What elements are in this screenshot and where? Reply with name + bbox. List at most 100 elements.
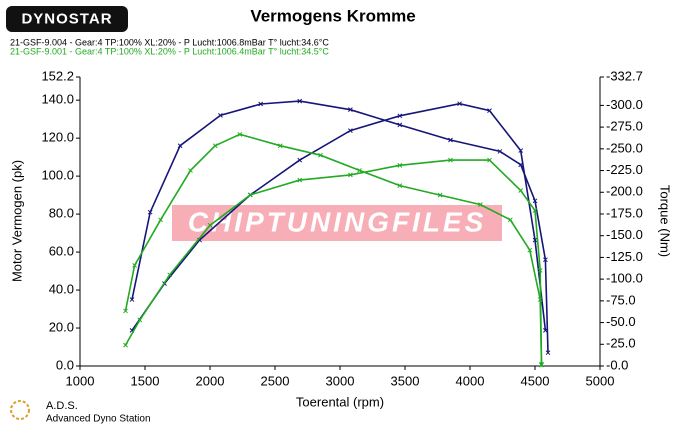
point-marker bbox=[158, 217, 163, 223]
x-tick-label: 3500 bbox=[391, 373, 420, 388]
point-marker bbox=[258, 101, 264, 107]
point-marker bbox=[212, 143, 218, 149]
y2-tick-label: -300.0 bbox=[606, 97, 643, 112]
point-marker bbox=[532, 198, 538, 204]
series-line bbox=[124, 133, 543, 365]
point-marker bbox=[437, 192, 443, 198]
point-marker bbox=[318, 152, 323, 158]
series-line bbox=[131, 100, 549, 353]
point-marker bbox=[497, 149, 503, 154]
point-marker bbox=[397, 113, 403, 119]
watermark: CHIPTUNINGFILES bbox=[172, 205, 502, 241]
point-marker bbox=[543, 257, 548, 263]
y2-tick-label: -225.0 bbox=[606, 162, 643, 177]
y2-tick-label: -332.7 bbox=[606, 68, 643, 83]
point-marker bbox=[137, 317, 143, 323]
point-marker bbox=[348, 107, 353, 113]
y-tick-label: 140.0 bbox=[41, 92, 74, 107]
point-marker bbox=[478, 202, 483, 207]
point-marker bbox=[123, 342, 128, 348]
point-marker bbox=[218, 113, 223, 118]
y-tick-label: 40.0 bbox=[49, 281, 74, 296]
point-marker bbox=[247, 192, 253, 198]
x-tick-label: 2500 bbox=[261, 373, 290, 388]
point-marker bbox=[167, 272, 173, 278]
y2-tick-label: -100.0 bbox=[606, 271, 643, 286]
y-tick-label: 20.0 bbox=[49, 319, 74, 334]
footer-icon bbox=[10, 400, 30, 420]
y-tick-label: 100.0 bbox=[41, 168, 74, 183]
legend-entry: 21-GSF-9.001 - Gear:4 TP:100% XL:20% - P… bbox=[10, 46, 329, 56]
logo-box bbox=[6, 6, 128, 32]
y-axis-label: Motor Vermogen (pk) bbox=[9, 160, 24, 282]
x-tick-label: 1500 bbox=[131, 373, 160, 388]
series-line bbox=[131, 102, 547, 331]
point-marker bbox=[277, 143, 283, 149]
point-marker bbox=[207, 222, 213, 228]
point-marker bbox=[518, 188, 524, 193]
point-marker bbox=[188, 168, 193, 173]
x-tick-label: 5000 bbox=[586, 373, 615, 388]
point-marker bbox=[348, 172, 353, 178]
point-marker bbox=[123, 308, 128, 314]
x-tick-label: 2000 bbox=[196, 373, 225, 388]
x-axis-label: Toerental (rpm) bbox=[296, 394, 384, 409]
point-marker bbox=[129, 297, 135, 302]
y2-tick-label: -25.0 bbox=[606, 336, 636, 351]
point-marker bbox=[532, 208, 538, 213]
chart-title: Vermogens Kromme bbox=[250, 6, 415, 25]
point-marker bbox=[545, 350, 551, 356]
y2-tick-label: -275.0 bbox=[606, 119, 643, 134]
y2-tick-label: -75.0 bbox=[606, 292, 636, 307]
y2-tick-label: -150.0 bbox=[606, 227, 643, 242]
y-tick-label: 120.0 bbox=[41, 130, 74, 145]
y-tick-label: 80.0 bbox=[49, 206, 74, 221]
point-marker bbox=[539, 362, 544, 368]
y-tick-label: 60.0 bbox=[49, 244, 74, 259]
y2-tick-label: -50.0 bbox=[606, 314, 636, 329]
point-marker bbox=[132, 263, 137, 268]
point-marker bbox=[297, 177, 303, 183]
y2-tick-label: -125.0 bbox=[606, 249, 643, 264]
point-marker bbox=[297, 98, 303, 104]
watermark-text: CHIPTUNINGFILES bbox=[188, 206, 487, 237]
y2-tick-label: -175.0 bbox=[606, 205, 643, 220]
point-marker bbox=[457, 101, 462, 107]
point-marker bbox=[397, 162, 403, 168]
point-marker bbox=[448, 137, 453, 143]
y-tick-label: 0.0 bbox=[56, 357, 74, 372]
point-marker bbox=[487, 157, 492, 163]
footer-brand: A.D.S. bbox=[46, 400, 78, 412]
point-marker bbox=[507, 217, 513, 223]
series-line bbox=[124, 159, 543, 366]
point-marker bbox=[147, 209, 153, 215]
point-marker bbox=[518, 148, 524, 153]
x-tick-label: 4000 bbox=[456, 373, 485, 388]
legend-entry: 21-GSF-9.004 - Gear:4 TP:100% XL:20% - P… bbox=[10, 37, 329, 47]
y2-tick-label: -200.0 bbox=[606, 184, 643, 199]
x-tick-label: 3000 bbox=[326, 373, 355, 388]
point-marker bbox=[527, 247, 533, 253]
point-marker bbox=[348, 128, 353, 133]
point-marker bbox=[237, 131, 243, 137]
y-tick-label: 152.2 bbox=[41, 68, 74, 83]
y2-axis-label: Torque (Nm) bbox=[658, 185, 673, 257]
point-marker bbox=[397, 122, 403, 128]
y2-tick-label: -0.0 bbox=[606, 357, 628, 372]
logo: DYNOSTAR bbox=[21, 10, 112, 27]
x-tick-label: 4500 bbox=[521, 373, 550, 388]
point-marker bbox=[532, 237, 538, 243]
point-marker bbox=[297, 157, 303, 163]
point-marker bbox=[448, 157, 453, 163]
point-marker bbox=[177, 143, 183, 149]
point-marker bbox=[537, 268, 543, 273]
footer-subtitle: Advanced Dyno Station bbox=[46, 414, 151, 425]
y2-tick-label: -250.0 bbox=[606, 140, 643, 155]
point-marker bbox=[487, 108, 492, 113]
point-marker bbox=[357, 168, 362, 173]
point-marker bbox=[543, 328, 548, 333]
point-marker bbox=[397, 183, 403, 188]
x-tick-label: 1000 bbox=[66, 373, 95, 388]
watermark-band bbox=[172, 205, 502, 241]
